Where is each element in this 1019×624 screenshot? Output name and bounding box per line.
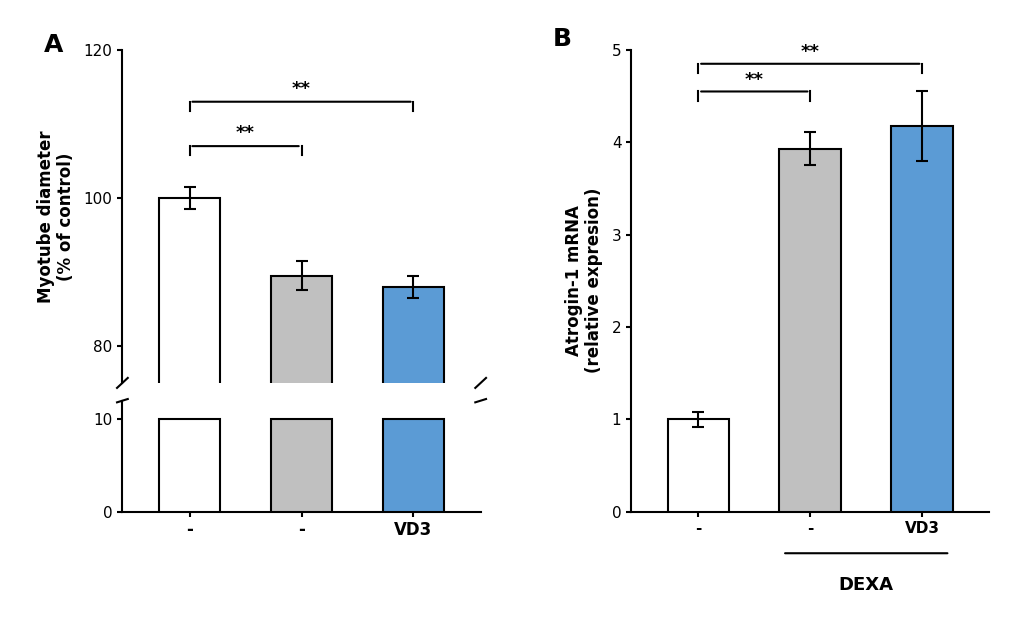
Bar (159, 198, 220, 624)
Bar (666, 419, 729, 512)
Bar (891, 125, 952, 512)
Bar (270, 419, 332, 512)
Text: A: A (44, 33, 63, 57)
Text: **: ** (800, 43, 819, 61)
Text: DEXA: DEXA (838, 577, 893, 594)
Bar (382, 286, 444, 624)
Text: **: ** (235, 124, 255, 142)
Text: **: ** (291, 80, 311, 98)
Bar (382, 419, 444, 512)
Text: B: B (551, 27, 571, 51)
Bar (779, 149, 841, 512)
Y-axis label: Myotube diameter
(% of control): Myotube diameter (% of control) (37, 130, 75, 303)
Text: **: ** (744, 71, 763, 89)
Y-axis label: Atrogin-1 mRNA
(relative expresion): Atrogin-1 mRNA (relative expresion) (564, 188, 602, 374)
Bar (159, 419, 220, 512)
Bar (270, 276, 332, 624)
